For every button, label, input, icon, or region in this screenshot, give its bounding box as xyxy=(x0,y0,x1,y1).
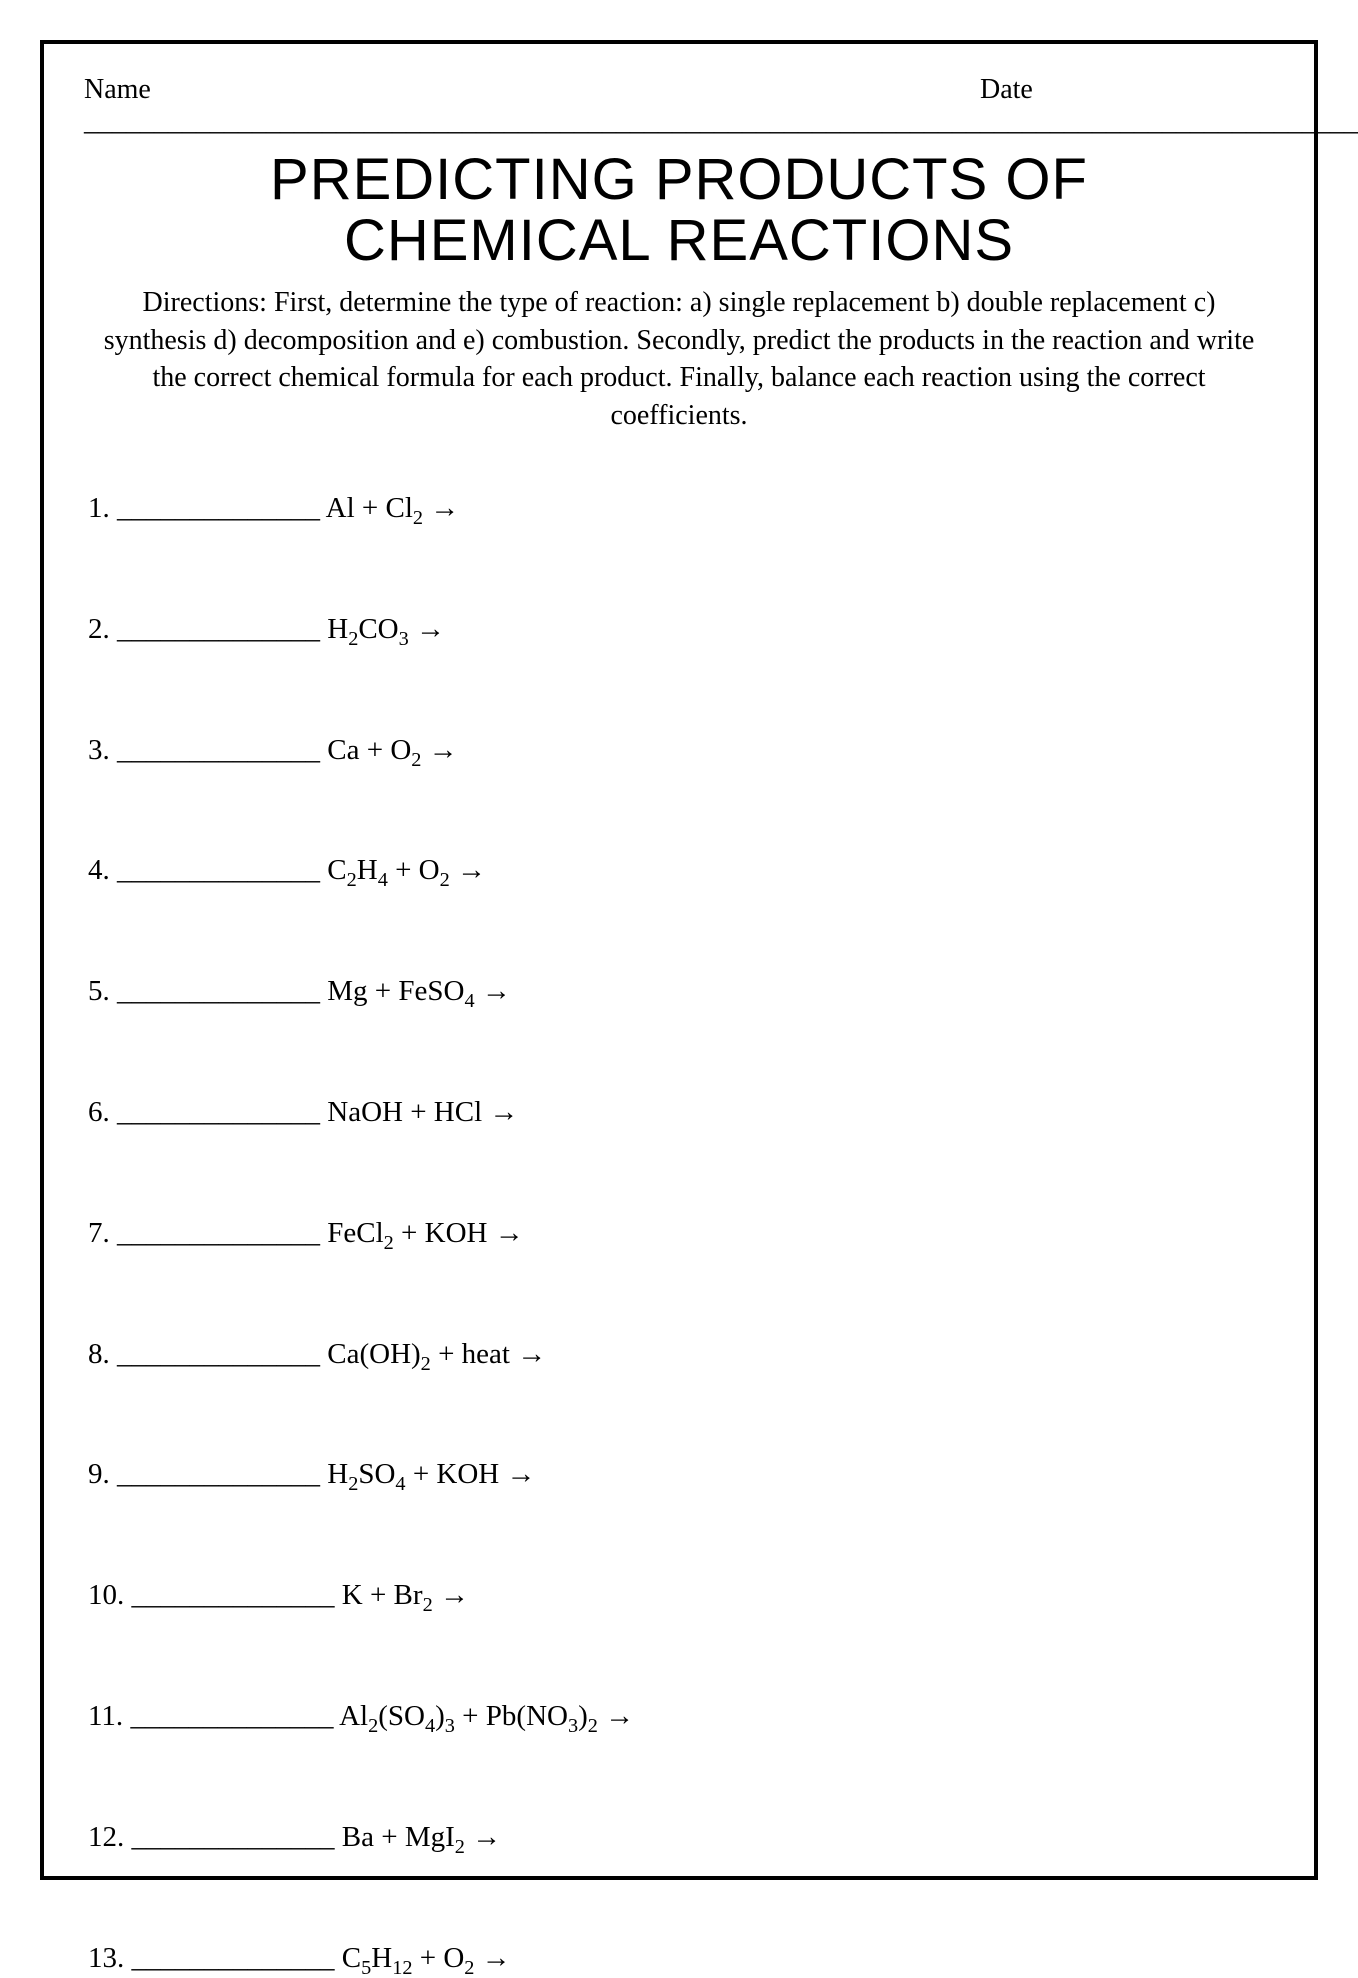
reaction-type-blank[interactable]: ______________ xyxy=(117,1217,320,1249)
reaction-type-blank[interactable]: ______________ xyxy=(117,854,320,886)
problem-number: 12. xyxy=(88,1821,132,1853)
reaction-formula: Al + Cl2 xyxy=(320,492,423,524)
problem-row: 5. ______________ Mg + FeSO4 → xyxy=(88,974,1274,1009)
worksheet-title: PREDICTING PRODUCTS OF CHEMICAL REACTION… xyxy=(84,150,1274,272)
arrow-icon: → xyxy=(423,492,459,524)
problem-number: 6. xyxy=(88,1096,117,1128)
title-line-2: CHEMICAL REACTIONS xyxy=(344,208,1014,273)
problem-number: 9. xyxy=(88,1458,117,1490)
reaction-type-blank[interactable]: ______________ xyxy=(117,1096,320,1128)
problem-row: 8. ______________ Ca(OH)2 + heat → xyxy=(88,1337,1274,1372)
reaction-type-blank[interactable]: ______________ xyxy=(117,734,320,766)
reaction-formula: Mg + FeSO4 xyxy=(320,975,475,1007)
reaction-type-blank[interactable]: ______________ xyxy=(117,1458,320,1490)
reaction-formula: Ca(OH)2 + heat xyxy=(320,1338,510,1370)
name-field[interactable]: Name ___________________________________… xyxy=(84,74,980,138)
arrow-icon: → xyxy=(598,1700,634,1732)
reaction-formula: FeCl2 + KOH xyxy=(320,1217,487,1249)
arrow-icon: → xyxy=(409,613,445,645)
reaction-formula: H2SO4 + KOH xyxy=(320,1458,499,1490)
problem-row: 13. ______________ C5H12 + O2 → xyxy=(88,1941,1274,1976)
reaction-type-blank[interactable]: ______________ xyxy=(132,1821,335,1853)
problem-number: 11. xyxy=(88,1700,130,1732)
arrow-icon: → xyxy=(421,734,457,766)
worksheet-page: Name ___________________________________… xyxy=(40,40,1318,1880)
problem-row: 3. ______________ Ca + O2 → xyxy=(88,733,1274,768)
reaction-formula: Ba + MgI2 xyxy=(335,1821,465,1853)
arrow-icon: → xyxy=(482,1096,518,1128)
reaction-formula: C2H4 + O2 xyxy=(320,854,450,886)
arrow-icon: → xyxy=(465,1821,501,1853)
problem-number: 2. xyxy=(88,613,117,645)
problem-number: 13. xyxy=(88,1942,132,1974)
title-line-1: PREDICTING PRODUCTS OF xyxy=(270,147,1088,212)
problem-row: 11. ______________ Al2(SO4)3 + Pb(NO3)2 … xyxy=(88,1699,1274,1734)
reaction-type-blank[interactable]: ______________ xyxy=(117,492,320,524)
problem-number: 1. xyxy=(88,492,117,524)
directions-text: Directions: First, determine the type of… xyxy=(94,284,1264,435)
problem-row: 4. ______________ C2H4 + O2 → xyxy=(88,853,1274,888)
problem-number: 3. xyxy=(88,734,117,766)
problem-number: 7. xyxy=(88,1217,117,1249)
reaction-formula: Al2(SO4)3 + Pb(NO3)2 xyxy=(333,1700,597,1732)
arrow-icon: → xyxy=(474,1942,510,1974)
reaction-type-blank[interactable]: ______________ xyxy=(130,1700,333,1732)
reaction-formula: K + Br2 xyxy=(335,1579,433,1611)
reaction-formula: C5H12 + O2 xyxy=(335,1942,475,1974)
problem-number: 4. xyxy=(88,854,117,886)
problems-list: 1. ______________ Al + Cl2 →2. _________… xyxy=(84,491,1274,1975)
reaction-type-blank[interactable]: ______________ xyxy=(132,1579,335,1611)
problem-row: 7. ______________ FeCl2 + KOH → xyxy=(88,1216,1274,1251)
problem-number: 10. xyxy=(88,1579,132,1611)
arrow-icon: → xyxy=(475,975,511,1007)
date-field[interactable]: Date ________________________________ xyxy=(980,74,1358,138)
problem-row: 6. ______________ NaOH + HCl → xyxy=(88,1095,1274,1130)
reaction-type-blank[interactable]: ______________ xyxy=(117,975,320,1007)
reaction-type-blank[interactable]: ______________ xyxy=(117,1338,320,1370)
header-row: Name ___________________________________… xyxy=(84,74,1274,138)
problem-row: 10. ______________ K + Br2 → xyxy=(88,1578,1274,1613)
reaction-formula: NaOH + HCl xyxy=(320,1096,482,1128)
arrow-icon: → xyxy=(450,854,486,886)
problem-row: 12. ______________ Ba + MgI2 → xyxy=(88,1820,1274,1855)
reaction-formula: H2CO3 xyxy=(320,613,409,645)
problem-row: 2. ______________ H2CO3 → xyxy=(88,612,1274,647)
problem-row: 1. ______________ Al + Cl2 → xyxy=(88,491,1274,526)
arrow-icon: → xyxy=(499,1458,535,1490)
problem-number: 5. xyxy=(88,975,117,1007)
reaction-type-blank[interactable]: ______________ xyxy=(117,613,320,645)
reaction-formula: Ca + O2 xyxy=(320,734,421,766)
arrow-icon: → xyxy=(487,1217,523,1249)
arrow-icon: → xyxy=(433,1579,469,1611)
problem-number: 8. xyxy=(88,1338,117,1370)
problem-row: 9. ______________ H2SO4 + KOH → xyxy=(88,1457,1274,1492)
arrow-icon: → xyxy=(510,1338,546,1370)
reaction-type-blank[interactable]: ______________ xyxy=(132,1942,335,1974)
